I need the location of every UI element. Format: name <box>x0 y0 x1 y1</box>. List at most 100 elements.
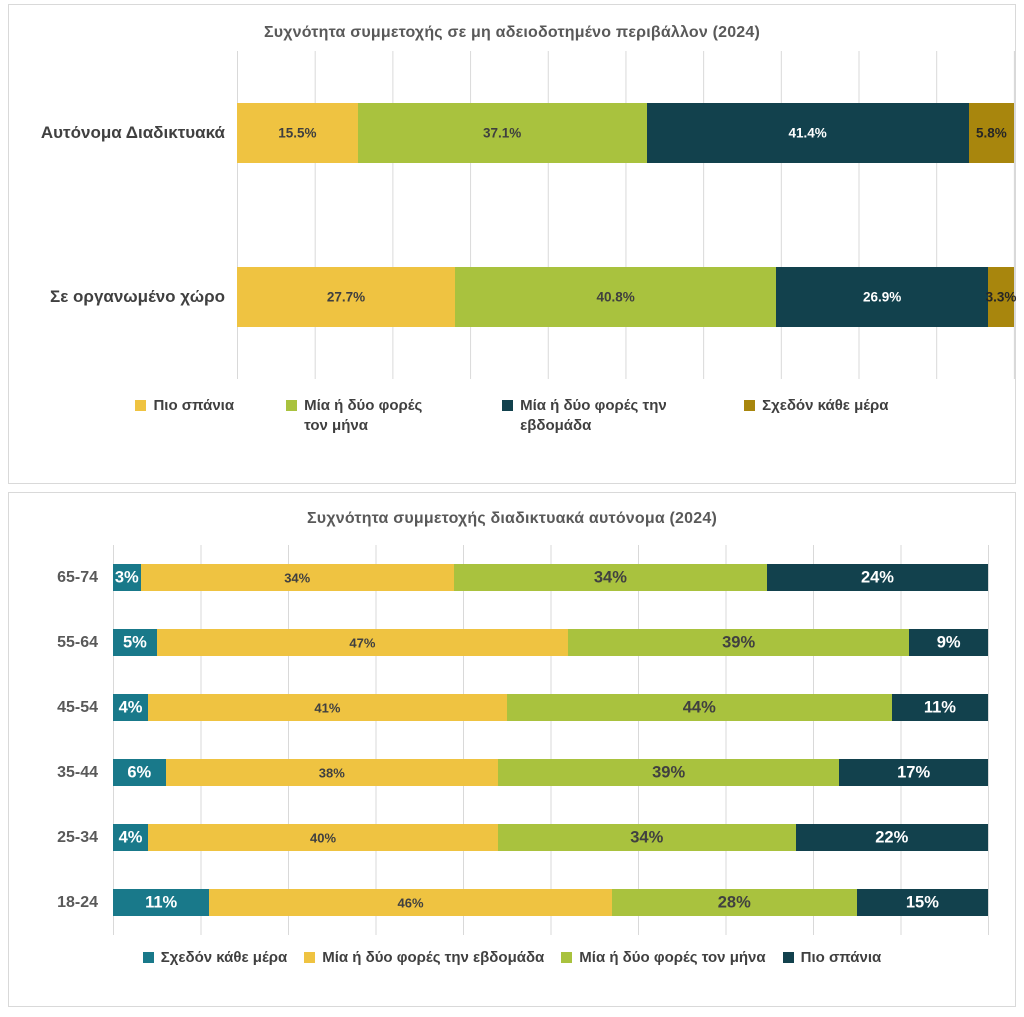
data-label: 24% <box>860 568 894 586</box>
stacked-bar: 11% 46% 28% 15% <box>113 889 988 916</box>
bar-segment[interactable]: 4% <box>113 694 148 721</box>
bar-segment[interactable]: 34% <box>140 564 454 591</box>
legend-label: Πιο σπάνια <box>800 949 882 966</box>
category-label: 18-24 <box>57 893 98 911</box>
data-label: 3% <box>114 568 139 586</box>
legend-label: Μία ή δύο φορές τον μήνα <box>304 397 423 434</box>
bar-segment[interactable]: 26.9% <box>776 267 989 327</box>
chart-panel-online-by-age: Συχνότητα συμμετοχής διαδικτυακά αυτόνομ… <box>8 492 1016 1007</box>
bar-segment[interactable]: 5.8% <box>968 103 1014 163</box>
bar-segment[interactable]: 37.1% <box>357 103 647 163</box>
bar-segment[interactable]: 17% <box>839 759 988 786</box>
bar-segment[interactable]: 40.8% <box>455 267 777 327</box>
bar-segment[interactable]: 6% <box>113 759 166 786</box>
chart-online-by-age: 65-74 3% 34% 34% 24% 55-64 5% 47% 39% 9% 45-54 4% 41… <box>9 545 1015 935</box>
data-label: 3.3% <box>985 289 1017 305</box>
legend-item[interactable]: Μία ή δύο φορές τον μήνα <box>561 948 766 968</box>
legend-swatch-icon <box>502 400 514 411</box>
legend-item[interactable]: Σχεδόν κάθε μέρα <box>142 948 287 968</box>
plot-gridline-track: 3% 34% 34% 24% <box>113 545 989 610</box>
bar-segment[interactable]: 47% <box>156 629 568 656</box>
bar-segment[interactable]: 15.5% <box>237 103 358 163</box>
data-label: 41.4% <box>788 125 827 141</box>
data-label: 6% <box>127 763 152 781</box>
data-label: 34% <box>593 568 627 586</box>
bar-segment[interactable]: 44% <box>506 694 892 721</box>
chart-panel-unlicensed-environment: Συχνότητα συμμετοχής σε μη αδειοδοτημένο… <box>8 4 1016 484</box>
legend-item[interactable]: Πιο σπάνια <box>135 396 234 435</box>
bar-segment[interactable]: 46% <box>209 889 612 916</box>
data-label: 26.9% <box>862 289 902 305</box>
data-label: 46% <box>397 895 424 910</box>
chart-legend-online-by-age: Σχεδόν κάθε μέρα Μία ή δύο φορές την εβδο… <box>9 948 1015 968</box>
data-label: 41% <box>314 700 341 715</box>
chart-legend-unlicensed-environment: Πιο σπάνια Μία ή δύο φορές τον μήνα Μία ή … <box>9 396 1015 435</box>
plot-gridline-track: 15.5% 37.1% 41.4% 5.8% <box>237 51 1015 215</box>
bar-segment[interactable]: 9% <box>909 629 988 656</box>
legend-item[interactable]: Σχεδόν κάθε μέρα <box>744 396 889 435</box>
chart-unlicensed-environment: Αυτόνομα Διαδικτυακά 15.5% 37.1% 41.4% 5.8% Σ… <box>9 51 1017 379</box>
bar-segment[interactable]: 41.4% <box>646 103 969 163</box>
bar-segment[interactable]: 4% <box>113 824 148 851</box>
data-label: 11% <box>923 698 956 716</box>
chart-row: 18-24 11% 46% 28% 15% <box>9 870 1015 935</box>
plot-gridline-track: 11% 46% 28% 15% <box>113 870 989 935</box>
data-label: 5.8% <box>976 125 1007 141</box>
bar-segment[interactable]: 11% <box>113 889 210 916</box>
bar-segment[interactable]: 22% <box>795 824 988 851</box>
data-label: 4% <box>118 698 143 716</box>
charts-dashboard: Συχνότητα συμμετοχής σε μη αδειοδοτημένο… <box>0 4 1024 1007</box>
bar-segment[interactable]: 11% <box>891 694 988 721</box>
data-label: 44% <box>682 698 716 716</box>
bar-segment[interactable]: 40% <box>148 824 498 851</box>
category-label: 35-44 <box>57 763 98 781</box>
chart-row: 55-64 5% 47% 39% 9% <box>9 610 1015 675</box>
category-label: Αυτόνομα Διαδικτυακά <box>40 123 225 142</box>
bar-segment[interactable]: 34% <box>498 824 796 851</box>
chart-row: 65-74 3% 34% 34% 24% <box>9 545 1015 610</box>
chart-title-unlicensed-environment: Συχνότητα συμμετοχής σε μη αδειοδοτημένο… <box>263 24 761 41</box>
data-label: 34% <box>284 570 311 585</box>
bar-segment[interactable]: 39% <box>498 759 840 786</box>
bar-segment[interactable]: 3.3% <box>985 267 1017 327</box>
legend-item[interactable]: Πιο σπάνια <box>782 948 882 968</box>
bar-segment[interactable]: 28% <box>611 889 857 916</box>
data-label: 9% <box>936 633 961 651</box>
data-label: 47% <box>349 635 376 650</box>
data-label: 37.1% <box>482 125 522 141</box>
bar-segment[interactable]: 5% <box>113 629 157 656</box>
bar-segment[interactable]: 38% <box>165 759 498 786</box>
stacked-bar: 27.7% 40.8% 26.9% 3.3% <box>237 267 1017 327</box>
legend-swatch-icon <box>561 952 573 963</box>
bar-segment[interactable]: 39% <box>568 629 910 656</box>
legend-label: Μία ή δύο φορές την εβδομάδα <box>520 397 667 434</box>
legend-item[interactable]: Μία ή δύο φορές την εβδομάδα <box>502 396 692 435</box>
data-label: 40.8% <box>596 289 635 305</box>
bar-segment[interactable]: 3% <box>113 564 141 591</box>
plot-gridline-track: 4% 41% 44% 11% <box>113 675 989 740</box>
data-label: 4% <box>118 828 143 846</box>
bar-segment[interactable]: 15% <box>856 889 988 916</box>
legend-swatch-icon <box>142 952 154 963</box>
data-label: 39% <box>722 633 756 651</box>
stacked-bar: 6% 38% 39% 17% <box>113 759 988 786</box>
legend-swatch-icon <box>304 952 316 963</box>
plot-gridline-track: 4% 40% 34% 22% <box>113 805 989 870</box>
plot-gridline-track: 5% 47% 39% 9% <box>113 610 989 675</box>
bar-segment[interactable]: 41% <box>148 694 507 721</box>
plot-gridline-track: 27.7% 40.8% 26.9% 3.3% <box>237 215 1017 379</box>
data-label: 15.5% <box>278 125 317 141</box>
legend-item[interactable]: Μία ή δύο φορές την εβδομάδα <box>304 948 544 968</box>
data-label: 15% <box>905 893 939 911</box>
category-label: 25-34 <box>57 828 98 846</box>
bar-segment[interactable]: 34% <box>453 564 767 591</box>
data-label: 5% <box>122 633 147 651</box>
legend-item[interactable]: Μία ή δύο φορές τον μήνα <box>286 396 450 435</box>
data-label: 28% <box>717 893 751 911</box>
data-label: 34% <box>630 828 664 846</box>
chart-row: Αυτόνομα Διαδικτυακά 15.5% 37.1% 41.4% 5.8% <box>9 51 1015 215</box>
stacked-bar: 3% 34% 34% 24% <box>113 564 988 591</box>
data-label: 17% <box>897 763 931 781</box>
bar-segment[interactable]: 27.7% <box>237 267 456 327</box>
bar-segment[interactable]: 24% <box>766 564 988 591</box>
